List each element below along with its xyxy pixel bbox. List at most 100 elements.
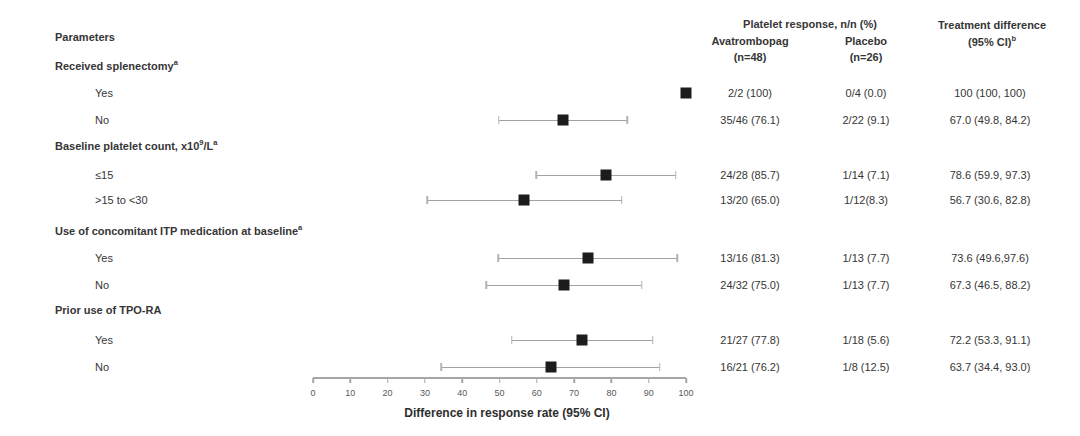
treatment-difference-value: 67.3 (46.5, 88.2) xyxy=(950,279,1031,292)
x-axis-tick xyxy=(461,378,463,383)
treatment-difference-value: 63.7 (34.4, 93.0) xyxy=(950,361,1031,374)
ci-lower-cap xyxy=(536,171,538,179)
x-axis-tick xyxy=(536,378,538,383)
subgroup-label: >15 to <30 xyxy=(95,194,148,207)
x-axis-tick-label: 10 xyxy=(345,388,355,398)
x-axis-tick-label: 70 xyxy=(569,388,579,398)
x-axis-tick xyxy=(573,378,575,383)
ci-upper-cap xyxy=(621,196,623,204)
subgroup-label: ≤15 xyxy=(95,169,113,182)
placebo-value: 1/13 (7.7) xyxy=(842,252,889,265)
group-header-label: Use of concomitant ITP medication at bas… xyxy=(55,225,302,238)
group-header-text: Baseline platelet count, x10 xyxy=(55,140,199,152)
ci-lower-cap xyxy=(511,336,513,344)
x-axis-tick xyxy=(611,378,613,383)
ci-lower-cap xyxy=(426,196,428,204)
x-axis-tick-label: 60 xyxy=(532,388,542,398)
x-axis-tick-label: 0 xyxy=(310,388,315,398)
subgroup-label: No xyxy=(95,279,109,292)
ci-lower-cap xyxy=(498,116,500,124)
avatrombopag-value: 24/32 (75.0) xyxy=(720,279,779,292)
group-header-label: Baseline platelet count, x109/La xyxy=(55,140,217,153)
x-axis-tick xyxy=(685,378,687,383)
x-axis-tick-label: 90 xyxy=(644,388,654,398)
placebo-value: 1/14 (7.1) xyxy=(842,169,889,182)
placebo-column-n: (n=26) xyxy=(850,51,883,64)
group-header-label: Prior use of TPO-RA xyxy=(55,304,161,317)
x-axis-tick-label: 30 xyxy=(420,388,430,398)
placebo-value: 1/12(8.3) xyxy=(844,194,888,207)
placebo-value: 1/18 (5.6) xyxy=(842,334,889,347)
ci-upper-cap xyxy=(652,336,654,344)
subgroup-label: No xyxy=(95,361,109,374)
ci-upper-cap xyxy=(676,254,678,262)
platelet-response-group-header: Platelet response, n/n (%) xyxy=(743,18,877,31)
placebo-value: 1/8 (12.5) xyxy=(842,361,889,374)
point-estimate-marker xyxy=(557,115,568,126)
treatment-difference-column-header: Treatment difference xyxy=(938,19,1046,32)
placebo-column-header: Placebo xyxy=(845,35,887,48)
x-axis-tick xyxy=(499,378,501,383)
x-axis-tick xyxy=(350,378,352,383)
placebo-value: 0/4 (0.0) xyxy=(846,87,887,100)
subgroup-label: Yes xyxy=(95,334,113,347)
x-axis-tick-label: 100 xyxy=(678,388,693,398)
point-estimate-marker xyxy=(519,195,530,206)
treatment-difference-ci-header: (95% CI)b xyxy=(968,36,1016,49)
avatrombopag-value: 21/27 (77.8) xyxy=(720,334,779,347)
treatment-difference-value: 67.0 (49.8, 84.2) xyxy=(950,114,1031,127)
point-estimate-marker xyxy=(681,88,692,99)
ci-lower-cap xyxy=(441,363,443,371)
treatment-difference-value: 73.6 (49.6,97.6) xyxy=(951,252,1029,265)
avatrombopag-value: 2/2 (100) xyxy=(728,87,772,100)
treatment-difference-value: 72.2 (53.3, 91.1) xyxy=(950,334,1031,347)
point-estimate-marker xyxy=(601,170,612,181)
parameters-column-header: Parameters xyxy=(55,31,115,44)
forest-plot-figure: Parameters Platelet response, n/n (%) Av… xyxy=(0,0,1080,436)
x-axis-tick xyxy=(312,378,314,383)
group-header-text: /L xyxy=(203,140,213,152)
ci-lower-cap xyxy=(497,254,499,262)
x-axis-tick xyxy=(648,378,650,383)
treatment-difference-value: 56.7 (30.6, 82.8) xyxy=(950,194,1031,207)
x-axis-tick xyxy=(387,378,389,383)
footnote-marker: a xyxy=(174,57,178,66)
x-axis-tick-label: 80 xyxy=(606,388,616,398)
avatrombopag-value: 13/16 (81.3) xyxy=(720,252,779,265)
ci-upper-cap xyxy=(641,281,643,289)
x-axis-tick xyxy=(424,378,426,383)
ci-lower-cap xyxy=(486,281,488,289)
avatrombopag-value: 13/20 (65.0) xyxy=(720,194,779,207)
placebo-value: 1/13 (7.7) xyxy=(842,279,889,292)
point-estimate-marker xyxy=(577,335,588,346)
footnote-marker: a xyxy=(213,137,217,146)
point-estimate-marker xyxy=(582,253,593,264)
x-axis-tick-label: 20 xyxy=(383,388,393,398)
group-header-text: Prior use of TPO-RA xyxy=(55,304,161,316)
x-axis-tick-label: 50 xyxy=(494,388,504,398)
avatrombopag-column-header: Avatrombopag xyxy=(711,35,788,48)
subgroup-label: No xyxy=(95,114,109,127)
x-axis-title: Difference in response rate (95% CI) xyxy=(404,406,609,420)
x-axis-tick-label: 40 xyxy=(457,388,467,398)
treatment-difference-value: 78.6 (59.9, 97.3) xyxy=(950,169,1031,182)
ci-upper-cap xyxy=(675,171,677,179)
avatrombopag-value: 24/28 (85.7) xyxy=(720,169,779,182)
footnote-marker-b: b xyxy=(1011,33,1016,42)
ci-upper-cap xyxy=(659,363,661,371)
avatrombopag-value: 16/21 (76.2) xyxy=(720,361,779,374)
point-estimate-marker xyxy=(559,280,570,291)
treatment-difference-ci-text: (95% CI) xyxy=(968,36,1011,48)
subgroup-label: Yes xyxy=(95,252,113,265)
subgroup-label: Yes xyxy=(95,87,113,100)
point-estimate-marker xyxy=(545,362,556,373)
footnote-marker: a xyxy=(298,222,302,231)
treatment-difference-value: 100 (100, 100) xyxy=(954,87,1026,100)
group-header-label: Received splenectomya xyxy=(55,60,178,73)
group-header-text: Received splenectomy xyxy=(55,60,174,72)
placebo-value: 2/22 (9.1) xyxy=(842,114,889,127)
footnote-marker: 9 xyxy=(199,137,203,146)
avatrombopag-value: 35/46 (76.1) xyxy=(720,114,779,127)
group-header-text: Use of concomitant ITP medication at bas… xyxy=(55,225,298,237)
ci-upper-cap xyxy=(626,116,628,124)
